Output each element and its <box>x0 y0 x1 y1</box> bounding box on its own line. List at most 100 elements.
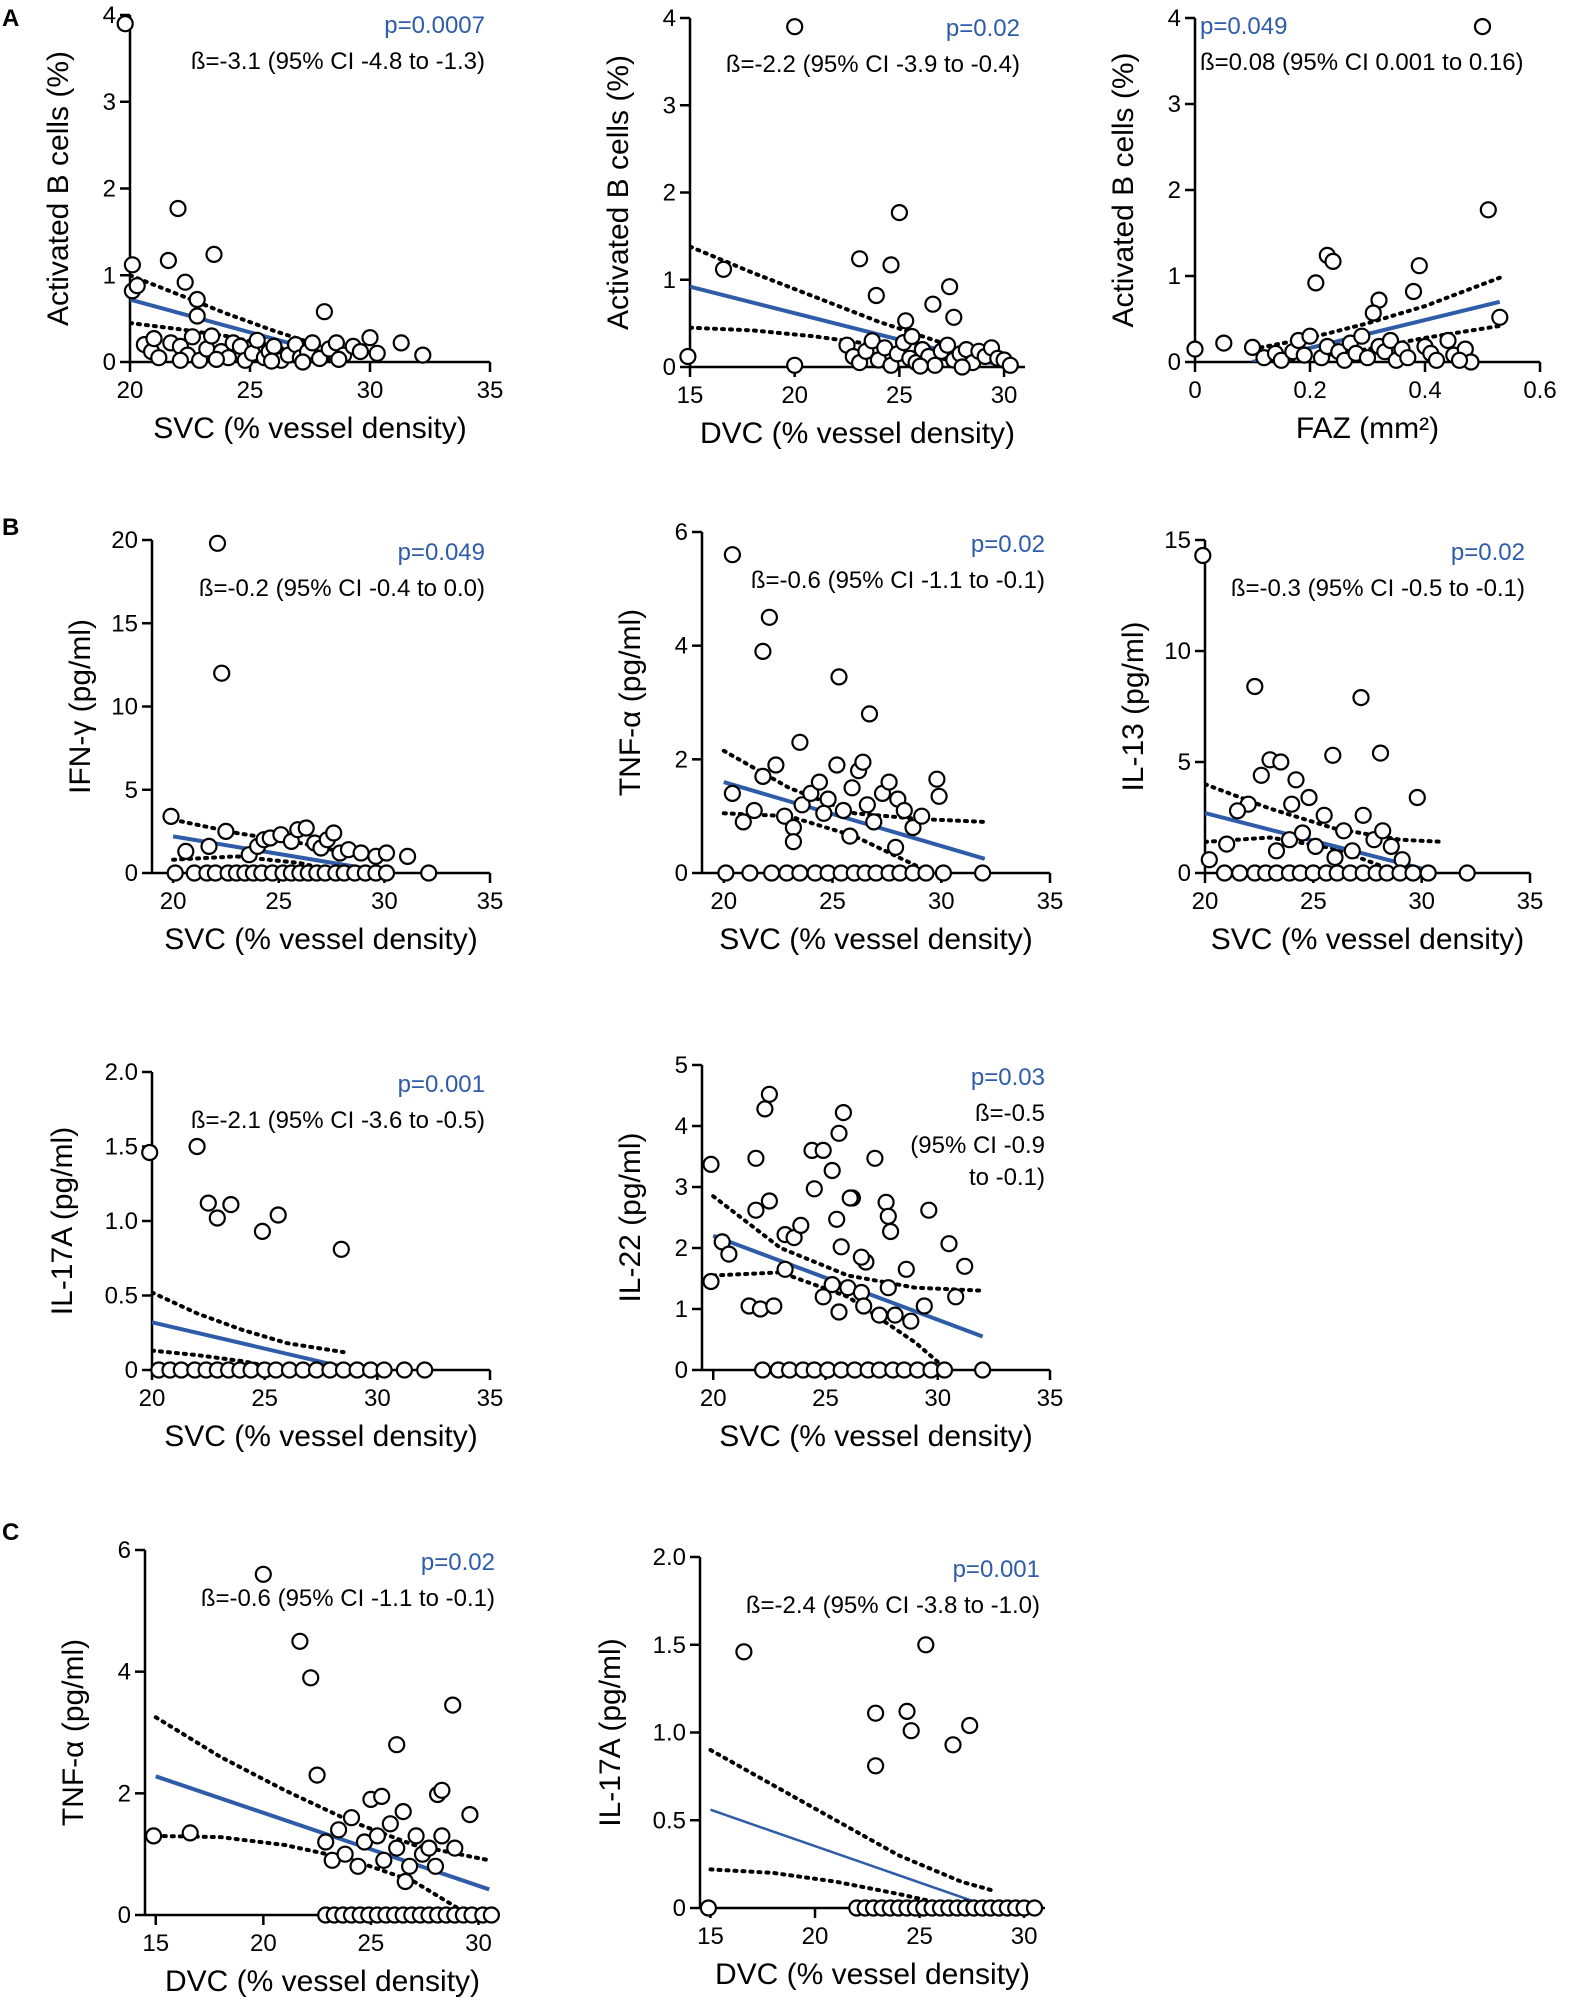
data-point <box>1353 327 1371 345</box>
data-point <box>786 356 804 374</box>
y-tick-label: 6 <box>675 519 688 546</box>
data-point <box>426 1857 445 1875</box>
data-point <box>1371 744 1390 762</box>
data-point <box>253 1222 271 1241</box>
data-point <box>1404 282 1423 301</box>
p-value-label: p=0.03 <box>971 1064 1045 1091</box>
y-tick-label: 5 <box>125 777 138 804</box>
x-tick-label: 30 <box>1011 1923 1038 1950</box>
p-value-label: p=0.001 <box>953 1556 1040 1583</box>
data-point <box>395 1361 413 1379</box>
data-point <box>181 1824 199 1842</box>
data-point <box>860 705 879 723</box>
data-point <box>902 1312 920 1330</box>
data-point <box>886 838 905 857</box>
y-tick-label: 10 <box>1164 638 1191 665</box>
data-point <box>351 343 369 361</box>
y-tick-label: 0 <box>673 1895 686 1922</box>
data-point <box>940 278 959 296</box>
data-point <box>217 822 235 841</box>
data-point <box>265 337 283 355</box>
beta-label: ß=-0.2 (95% CI -0.4 to 0.0) <box>199 575 485 602</box>
data-point <box>145 330 163 348</box>
x-tick-label: 25 <box>251 1385 278 1412</box>
data-point <box>203 327 221 345</box>
data-point <box>1427 351 1446 369</box>
data-point <box>169 199 187 218</box>
y-tick-label: 4 <box>118 1659 131 1686</box>
p-value-label: p=0.049 <box>1200 13 1287 40</box>
data-point <box>854 753 872 771</box>
data-point <box>208 534 227 552</box>
x-tick-label: 20 <box>160 888 187 915</box>
data-point <box>1306 837 1325 856</box>
data-point <box>747 1149 765 1167</box>
data-point <box>315 303 333 321</box>
x-axis-label: SVC (% vessel density) <box>153 412 466 445</box>
data-point <box>920 1201 938 1219</box>
ci-upper-line <box>708 1748 995 1893</box>
y-tick-label: 2.0 <box>105 1059 138 1086</box>
y-tick-label: 1.5 <box>653 1632 686 1659</box>
y-axis-label: TNF-α (pg/ml) <box>614 609 647 796</box>
data-point <box>303 334 321 352</box>
data-point <box>375 1361 393 1379</box>
data-point <box>342 1809 361 1827</box>
data-point <box>375 1851 393 1869</box>
data-point <box>1218 835 1236 853</box>
data-point <box>741 864 759 882</box>
data-point <box>793 796 811 814</box>
ci-lower-line <box>152 1348 297 1370</box>
data-point <box>917 1636 935 1654</box>
chart-a1: 0 1 2 3 4 20 25 30 35 SVC (% vessel density) Activ… <box>42 2 503 445</box>
data-point <box>802 784 820 803</box>
ci-upper-line <box>152 1290 346 1355</box>
beta-label: ß=-0.6 (95% CI -1.1 to -0.1) <box>201 1585 495 1612</box>
data-point <box>886 1306 904 1324</box>
data-point <box>446 1839 464 1857</box>
data-point <box>902 1722 920 1740</box>
x-tick-label: 25 <box>906 1923 933 1950</box>
x-tick-label: 30 <box>928 888 955 915</box>
data-point <box>745 801 763 820</box>
data-point <box>1381 331 1400 350</box>
y-tick-label: 15 <box>1164 527 1191 554</box>
data-point <box>1194 546 1212 565</box>
data-point <box>1301 327 1319 345</box>
data-point <box>786 18 804 36</box>
x-tick-label: 20 <box>802 1923 829 1950</box>
data-point <box>760 1085 779 1103</box>
data-point <box>332 1240 350 1258</box>
beta-label: ß=-3.1 (95% CI -4.8 to -1.3) <box>191 48 485 75</box>
data-point <box>1382 837 1400 856</box>
data-point <box>123 256 141 274</box>
data-point <box>254 1565 272 1583</box>
data-point <box>1272 351 1290 369</box>
data-point <box>792 1216 810 1235</box>
data-point <box>1343 842 1361 860</box>
data-point <box>388 1736 406 1754</box>
data-point <box>679 347 697 366</box>
data-point <box>973 1361 992 1379</box>
data-point <box>159 251 177 270</box>
data-point <box>444 1696 462 1714</box>
data-point <box>911 357 929 375</box>
data-point <box>747 1201 765 1219</box>
data-point <box>805 1180 823 1198</box>
y-tick-label: 4 <box>103 2 116 29</box>
y-tick-label: 2 <box>103 176 116 203</box>
data-point <box>1364 304 1382 322</box>
data-point <box>1215 334 1233 352</box>
x-axis-label: DVC (% vessel density) <box>700 417 1015 450</box>
x-tick-label: 35 <box>1037 1385 1064 1412</box>
data-point <box>183 328 201 346</box>
data-point <box>882 256 900 274</box>
data-point <box>947 1288 965 1306</box>
data-point <box>302 1669 320 1687</box>
data-point <box>930 787 948 805</box>
data-point <box>828 756 846 774</box>
y-tick-label: 0 <box>1178 860 1191 887</box>
x-tick-label: 25 <box>265 888 292 915</box>
